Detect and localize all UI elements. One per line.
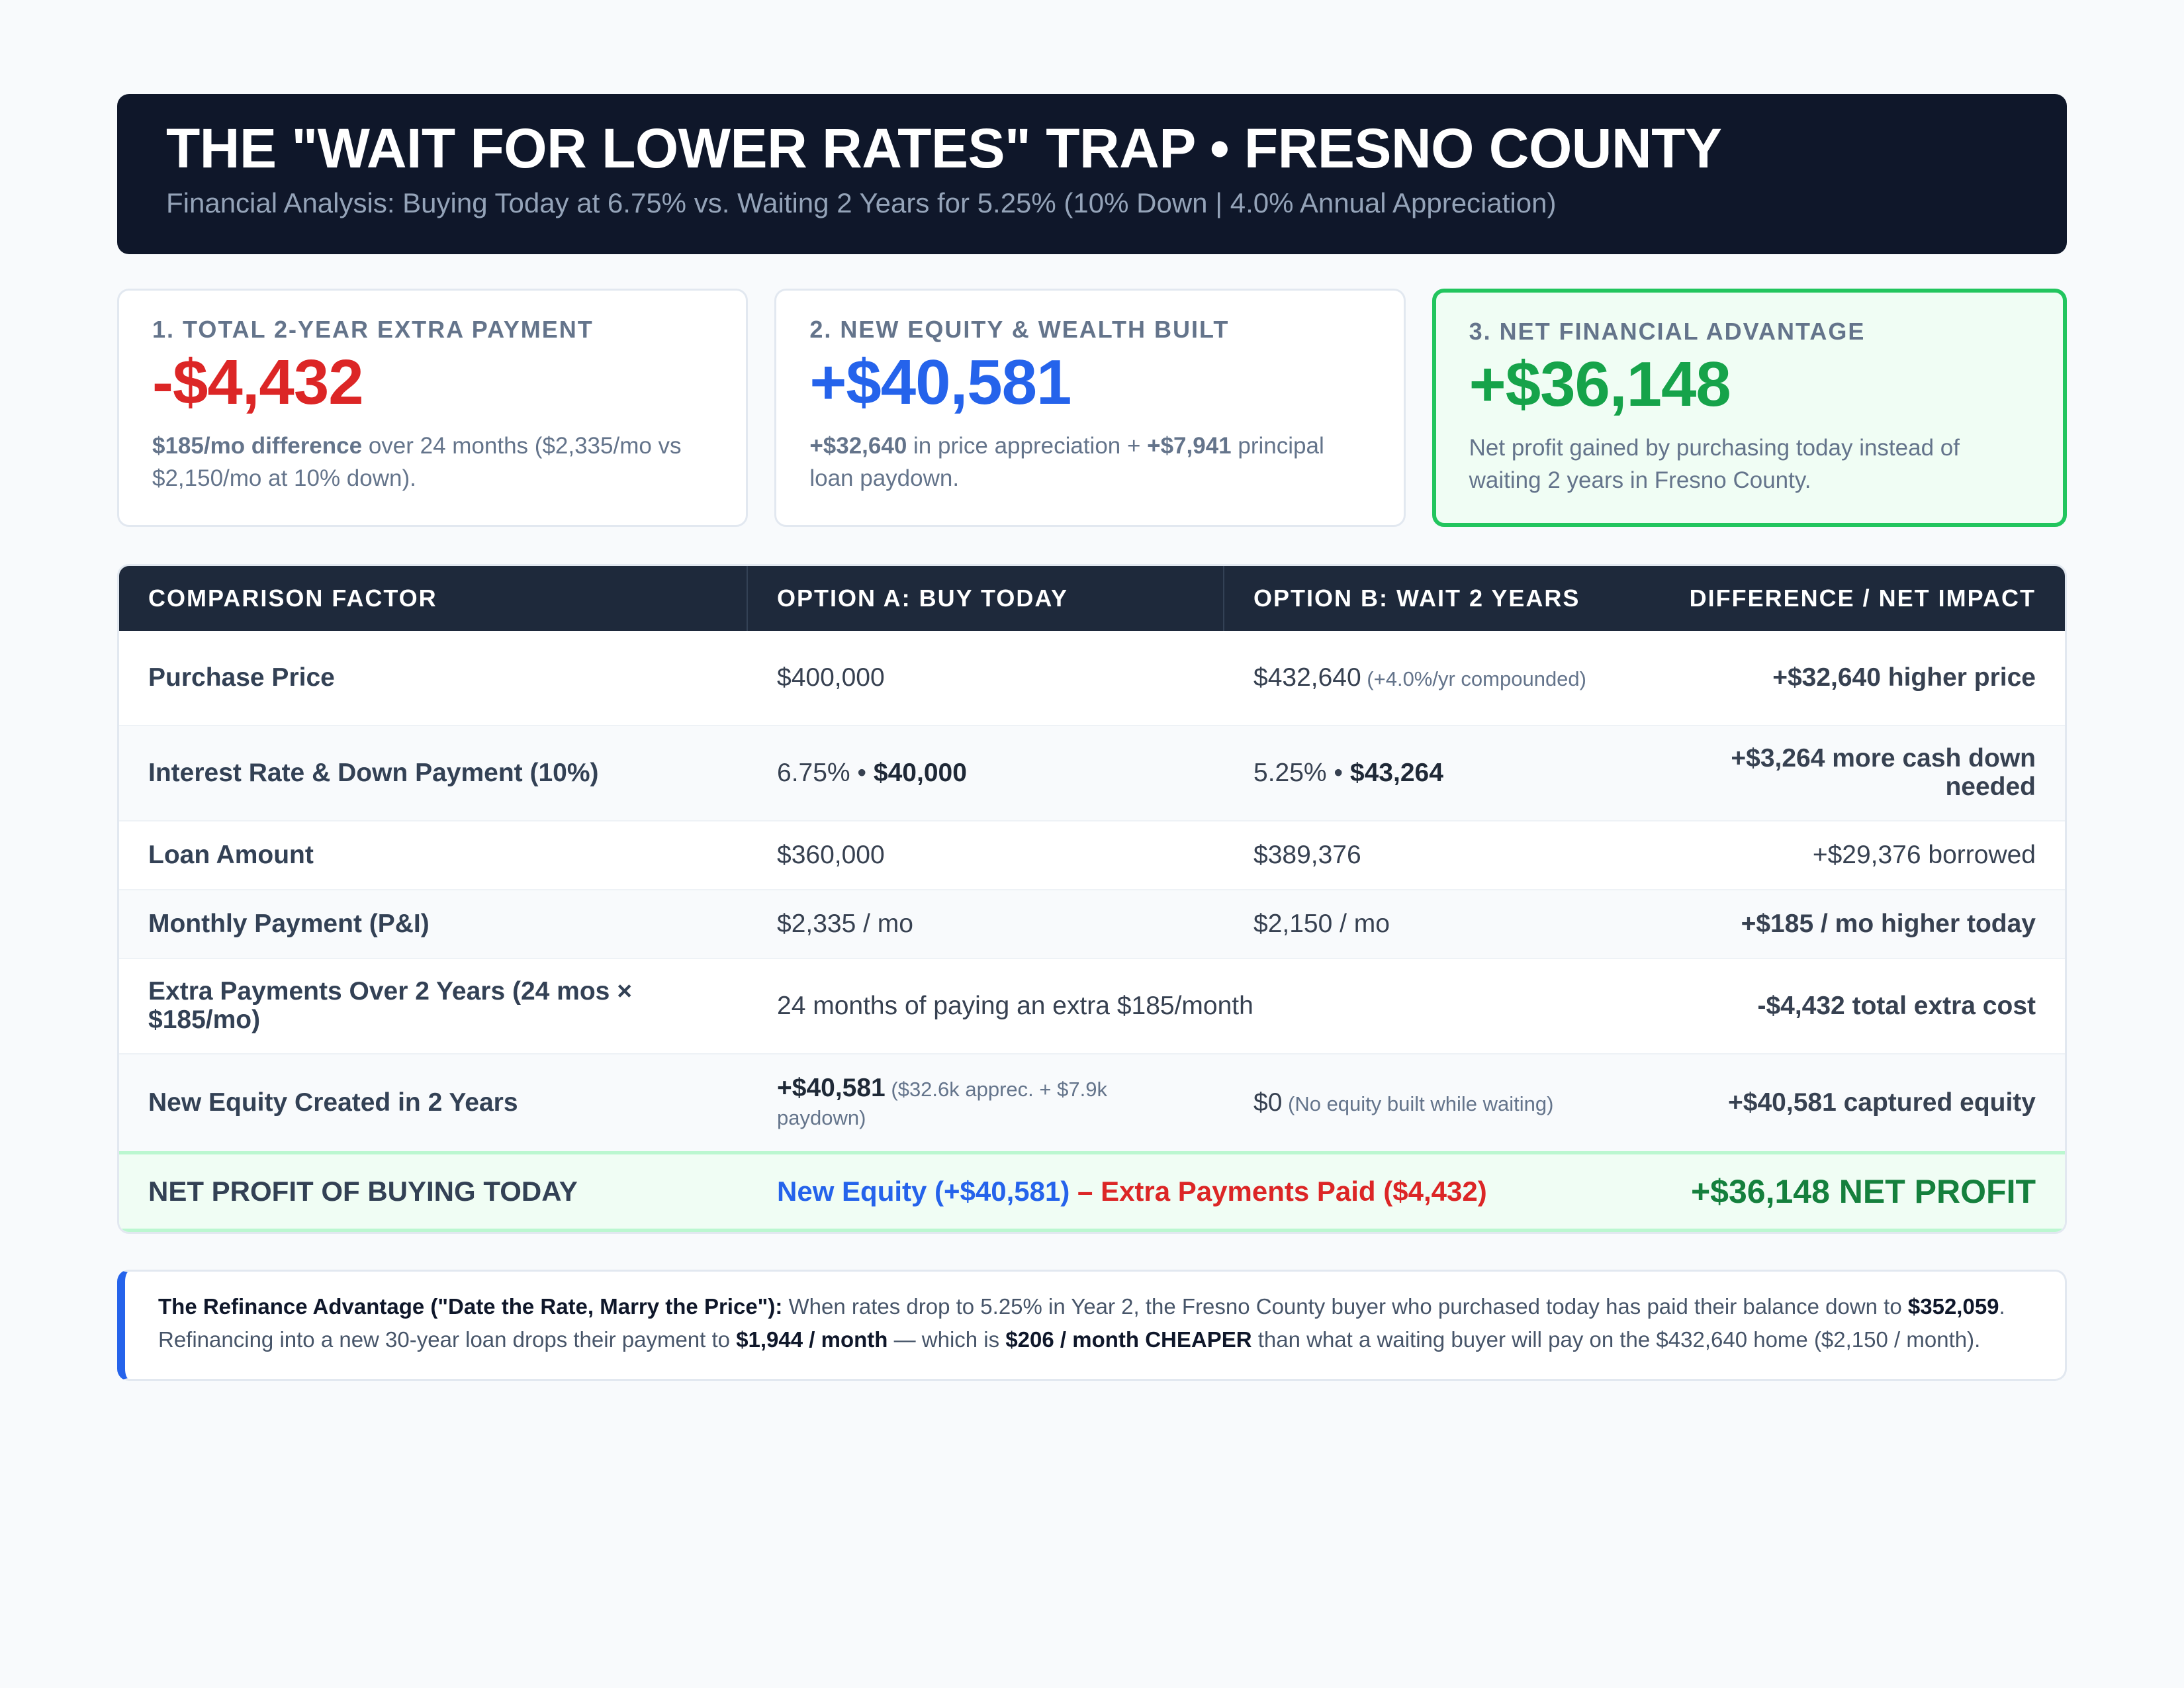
page-title: THE "WAIT FOR LOWER RATES" TRAP • FRESNO… [166, 117, 1722, 179]
table-row: New Equity Created in 2 Years +$40,581 (… [119, 1055, 2065, 1151]
page: THE "WAIT FOR LOWER RATES" TRAP • FRESNO… [117, 94, 2067, 1382]
table-row: Loan Amount $360,000 $389,376 +$29,376 b… [119, 821, 2065, 890]
row-factor: Loan Amount [148, 840, 314, 869]
option-b-down: $43,264 [1349, 758, 1443, 787]
column-header: OPTION A: BUY TODAY [748, 566, 1224, 631]
option-a-value: 6.75% • $40,000 [748, 759, 1224, 788]
kpi-label: 3. NET FINANCIAL ADVANTAGE [1469, 318, 1866, 345]
kpi-card-net-advantage: 3. NET FINANCIAL ADVANTAGE +$36,148 Net … [1432, 289, 2067, 527]
column-header: OPTION B: WAIT 2 YEARS [1253, 585, 1580, 612]
note-bold: $206 / month CHEAPER [1005, 1327, 1252, 1352]
kpi-value: +$40,581 [809, 347, 1071, 418]
option-b-value: $2,150 / mo [1253, 909, 1390, 938]
table-header-row: COMPARISON FACTOR OPTION A: BUY TODAY OP… [119, 566, 2065, 631]
option-b-rate: 5.25% • [1253, 758, 1350, 787]
header-banner: THE "WAIT FOR LOWER RATES" TRAP • FRESNO… [117, 94, 2067, 254]
table-row: Extra Payments Over 2 Years (24 mos × $1… [119, 959, 2065, 1055]
note-text: . Refinancing into a new 30-year loan dr… [158, 1294, 2005, 1352]
option-a-note: ($32.6k apprec. + $7.9k paydown) [777, 1078, 1107, 1129]
kpi-desc-bold: +$32,640 [809, 432, 907, 459]
option-a-value: $400,000 [777, 663, 885, 692]
note-text: When rates drop to 5.25% in Year 2, the … [782, 1294, 1908, 1319]
option-b-value: $432,640 (+4.0%/yr compounded) [1224, 663, 1621, 692]
kpi-value: +$36,148 [1469, 349, 1731, 420]
note-lead: The Refinance Advantage ("Date the Rate,… [158, 1294, 783, 1319]
net-impact: +$3,264 more cash down needed [1731, 744, 2036, 801]
option-b-main: $432,640 [1253, 663, 1361, 692]
row-factor: Purchase Price [148, 663, 335, 692]
option-a-value: $2,335 / mo [777, 909, 913, 938]
kpi-description: $185/mo difference over 24 months ($2,33… [152, 430, 713, 494]
net-impact: +$185 / mo higher today [1741, 909, 2036, 938]
row-factor: New Equity Created in 2 Years [148, 1088, 518, 1117]
row-factor: Extra Payments Over 2 Years (24 mos × $1… [148, 977, 632, 1034]
note-text: than what a waiting buyer will pay on th… [1251, 1327, 1981, 1352]
kpi-label: 1. TOTAL 2-YEAR EXTRA PAYMENT [152, 316, 594, 343]
net-formula: New Equity (+$40,581) – Extra Payments P… [748, 1176, 1621, 1207]
option-b-note: (No equity built while waiting) [1282, 1092, 1554, 1115]
note-bold: $1,944 / month [736, 1327, 888, 1352]
kpi-card-extra-payment: 1. TOTAL 2-YEAR EXTRA PAYMENT -$4,432 $1… [117, 289, 749, 527]
column-header: DIFFERENCE / NET IMPACT [1689, 585, 2036, 612]
note-bold: $352,059 [1907, 1294, 1999, 1319]
spanned-value: 24 months of paying an extra $185/month [777, 991, 1253, 1020]
row-factor: Interest Rate & Down Payment (10%) [148, 758, 599, 787]
option-b-note: (+4.0%/yr compounded) [1361, 667, 1586, 690]
refinance-note: The Refinance Advantage ("Date the Rate,… [117, 1270, 2067, 1382]
page-subtitle: Financial Analysis: Buying Today at 6.75… [166, 187, 1557, 219]
option-b-value: $389,376 [1253, 840, 1361, 869]
kpi-value: -$4,432 [152, 347, 364, 418]
option-a-rate: 6.75% • [777, 758, 874, 787]
net-impact: +$29,376 borrowed [1812, 840, 2036, 869]
row-factor: Monthly Payment (P&I) [148, 909, 430, 938]
note-text: — which is [887, 1327, 1006, 1352]
kpi-desc-bold: +$7,941 [1147, 432, 1232, 459]
option-a-main: +$40,581 [777, 1074, 886, 1103]
net-impact: +$36,148 NET PROFIT [1690, 1172, 2036, 1210]
net-profit-row: NET PROFIT OF BUYING TODAY New Equity (+… [119, 1151, 2065, 1232]
kpi-description: +$32,640 in price appreciation + +$7,941… [809, 430, 1370, 494]
kpi-description: Net profit gained by purchasing today in… [1469, 434, 1960, 493]
formula-extra-payments: Extra Payments Paid ($4,432) [1101, 1175, 1487, 1207]
kpi-cards: 1. TOTAL 2-YEAR EXTRA PAYMENT -$4,432 $1… [117, 289, 2067, 527]
kpi-desc-bold: $185/mo difference [152, 432, 363, 459]
row-factor: NET PROFIT OF BUYING TODAY [148, 1175, 578, 1207]
kpi-desc-text: in price appreciation + [907, 432, 1148, 459]
kpi-card-equity: 2. NEW EQUITY & WEALTH BUILT +$40,581 +$… [774, 289, 1406, 527]
formula-equity: New Equity (+$40,581) [777, 1175, 1070, 1207]
net-impact: +$32,640 higher price [1772, 663, 2036, 692]
kpi-desc-text: over 24 months ($2,335/mo vs $2,150/mo a… [152, 432, 682, 491]
kpi-label: 2. NEW EQUITY & WEALTH BUILT [809, 316, 1230, 343]
table-row: Monthly Payment (P&I) $2,335 / mo $2,150… [119, 890, 2065, 959]
option-a-value: $360,000 [777, 840, 885, 869]
table-row: Purchase Price $400,000 $432,640 (+4.0%/… [119, 631, 2065, 726]
net-impact: +$40,581 captured equity [1728, 1088, 2036, 1117]
option-a-value: +$40,581 ($32.6k apprec. + $7.9k paydown… [748, 1074, 1224, 1131]
table-row: Interest Rate & Down Payment (10%) 6.75%… [119, 726, 2065, 821]
net-impact: -$4,432 total extra cost [1757, 991, 2036, 1020]
option-b-value: 5.25% • $43,264 [1224, 759, 1621, 788]
option-b-main: $0 [1253, 1088, 1283, 1117]
kpi-desc-text: principal loan paydown. [809, 432, 1324, 491]
option-a-down: $40,000 [873, 758, 967, 787]
column-header: COMPARISON FACTOR [119, 566, 748, 631]
comparison-table: COMPARISON FACTOR OPTION A: BUY TODAY OP… [117, 564, 2067, 1234]
formula-separator: – [1069, 1175, 1101, 1207]
option-b-value: $0 (No equity built while waiting) [1224, 1088, 1621, 1117]
